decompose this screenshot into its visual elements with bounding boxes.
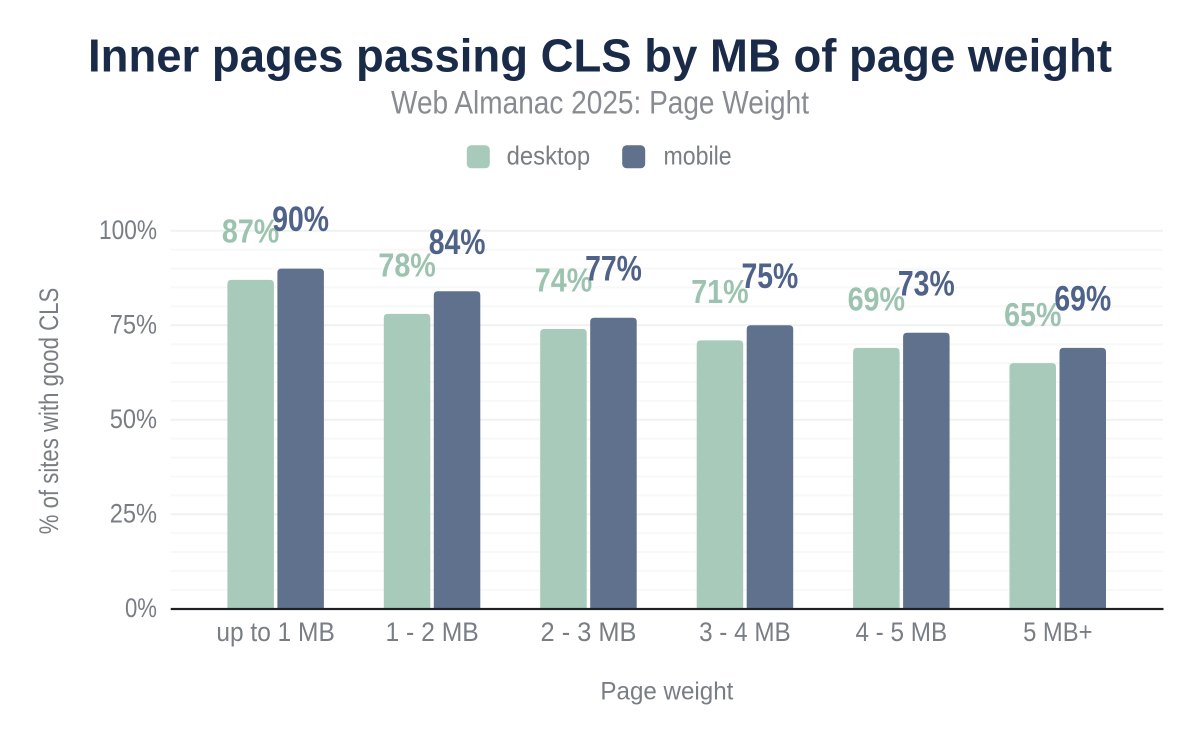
svg-text:69%: 69% bbox=[1054, 280, 1111, 319]
svg-text:5 MB+: 5 MB+ bbox=[1023, 617, 1092, 647]
svg-text:73%: 73% bbox=[898, 265, 955, 304]
svg-text:3 - 4 MB: 3 - 4 MB bbox=[699, 617, 791, 647]
svg-text:% of sites with good CLS: % of sites with good CLS bbox=[34, 288, 64, 535]
svg-text:0%: 0% bbox=[125, 593, 157, 623]
svg-text:Inner pages passing CLS by MB: Inner pages passing CLS by MB of page we… bbox=[88, 29, 1112, 81]
svg-text:4 - 5 MB: 4 - 5 MB bbox=[855, 617, 947, 647]
svg-text:100%: 100% bbox=[99, 215, 157, 245]
svg-text:78%: 78% bbox=[378, 248, 435, 285]
svg-text:71%: 71% bbox=[691, 274, 748, 311]
svg-text:87%: 87% bbox=[222, 214, 279, 251]
svg-text:25%: 25% bbox=[110, 499, 157, 529]
svg-text:69%: 69% bbox=[848, 282, 905, 319]
svg-text:1 - 2 MB: 1 - 2 MB bbox=[385, 617, 478, 647]
svg-text:2 - 3 MB: 2 - 3 MB bbox=[541, 617, 637, 647]
svg-text:65%: 65% bbox=[1004, 297, 1061, 334]
svg-text:75%: 75% bbox=[742, 257, 799, 296]
svg-text:Web Almanac 2025: Page Weight: Web Almanac 2025: Page Weight bbox=[391, 85, 809, 121]
svg-text:75%: 75% bbox=[110, 310, 157, 340]
svg-text:up to 1 MB: up to 1 MB bbox=[216, 617, 334, 647]
svg-text:77%: 77% bbox=[585, 249, 642, 288]
svg-text:74%: 74% bbox=[535, 263, 592, 300]
svg-text:90%: 90% bbox=[272, 200, 329, 239]
svg-text:84%: 84% bbox=[429, 223, 486, 262]
svg-text:desktop: desktop bbox=[507, 140, 591, 170]
svg-text:50%: 50% bbox=[110, 404, 157, 434]
svg-text:mobile: mobile bbox=[664, 140, 732, 170]
svg-text:Page weight: Page weight bbox=[600, 678, 733, 706]
